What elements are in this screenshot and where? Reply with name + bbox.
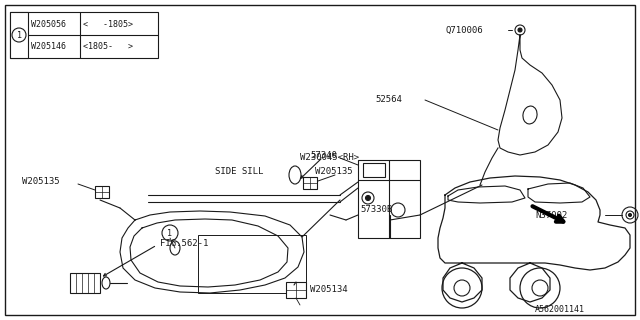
Circle shape [518,28,522,32]
Circle shape [365,196,371,201]
Text: W205135: W205135 [22,177,60,186]
Text: SIDE SILL: SIDE SILL [215,167,264,177]
Text: W205134: W205134 [310,285,348,294]
Bar [10,12,158,58]
Text: 52564: 52564 [375,95,402,105]
Text: <1805-   >: <1805- > [83,42,133,51]
Circle shape [628,213,632,217]
Bar [10,12,28,58]
Text: FIG.562-1: FIG.562-1 [160,238,209,247]
Bar [358,160,420,238]
Text: 57330B: 57330B [360,205,392,214]
Text: Q710006: Q710006 [445,26,483,35]
Bar [95,186,109,198]
Text: W230045<RH>: W230045<RH> [300,153,359,162]
Text: W205135: W205135 [315,167,353,177]
Bar [363,163,385,177]
Text: 1: 1 [17,30,22,39]
Text: <   -1805>: < -1805> [83,20,133,29]
Text: W205146: W205146 [31,42,66,51]
Bar [70,273,100,293]
Bar [286,282,306,298]
Text: 57340: 57340 [310,150,337,159]
Ellipse shape [170,241,180,255]
Text: 1: 1 [168,228,173,237]
Bar [198,235,306,293]
Ellipse shape [289,166,301,184]
Text: W205056: W205056 [31,20,66,29]
Text: N37002: N37002 [535,211,567,220]
Ellipse shape [523,106,537,124]
Text: A562001141: A562001141 [535,306,585,315]
Ellipse shape [102,277,110,289]
Bar [303,177,317,189]
